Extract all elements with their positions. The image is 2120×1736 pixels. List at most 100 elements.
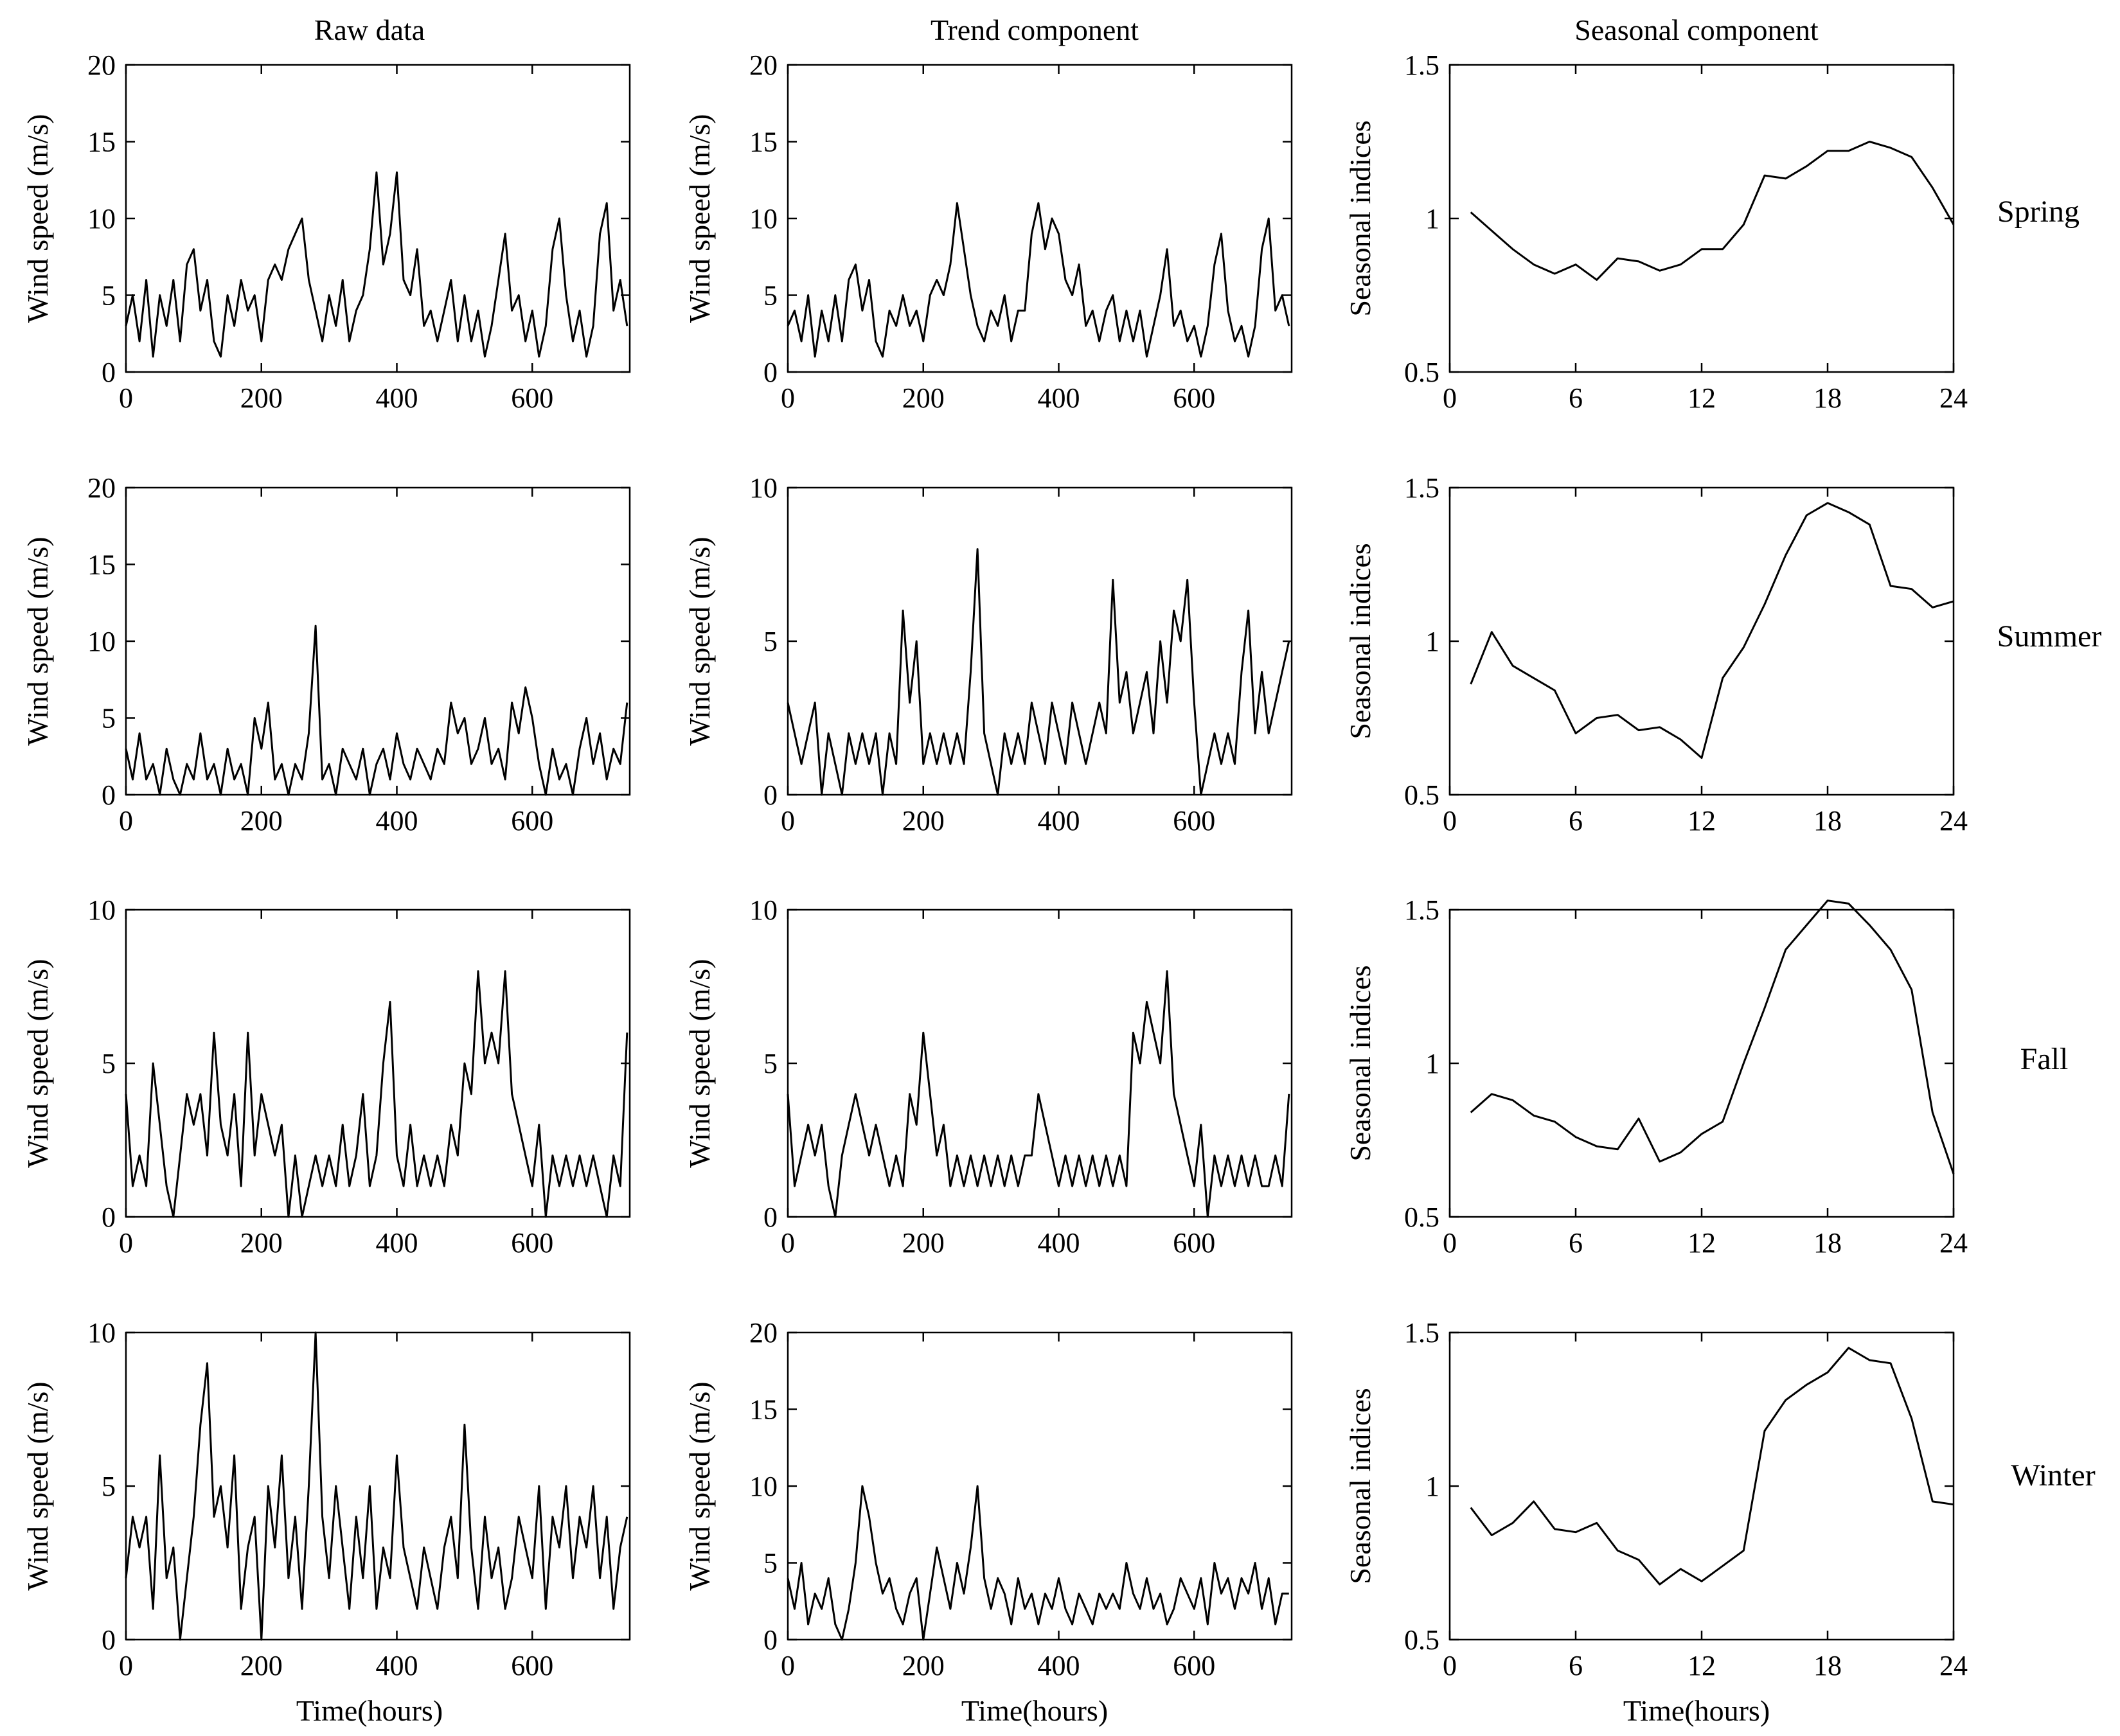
y-tick-label-summer-raw-3: 15 [87,549,116,581]
y-tick-label-winter-raw-0: 0 [102,1624,116,1656]
series-line-summer-raw [125,624,628,796]
y-tick-label-spring-raw-4: 20 [87,49,116,81]
x-tick-label-winter-seasonal-0: 0 [1443,1650,1457,1681]
y-tick-label-summer-seasonal-0: 0.5 [1404,779,1439,811]
y-tick-label-spring-seasonal-1: 1 [1425,203,1439,235]
x-tick-label-fall-seasonal-2: 12 [1688,1227,1716,1259]
x-tick-label-summer-seasonal-1: 6 [1569,805,1583,837]
x-tick-label-spring-raw-2: 400 [376,382,418,414]
series-line-fall-seasonal [1470,899,1955,1174]
x-tick-label-winter-trend-3: 600 [1173,1650,1215,1681]
y-axis-label-fall-seasonal: Seasonal indices [1344,965,1376,1161]
x-tick-label-fall-trend-1: 200 [902,1227,945,1259]
x-tick-label-winter-trend-0: 0 [781,1650,795,1681]
x-tick-label-spring-seasonal-1: 6 [1569,382,1583,414]
chart-winter-seasonal: 0 6 12 18 24 0.5 1 1.5 Seasonal indices [1344,1317,1968,1681]
x-tick-label-winter-raw-1: 200 [240,1650,283,1681]
x-tick-label-fall-trend-0: 0 [781,1227,795,1259]
x-tick-label-spring-trend-1: 200 [902,382,945,414]
season-label-winter: Winter [2011,1458,2095,1492]
chart-fall-seasonal: 0 6 12 18 24 0.5 1 1.5 Seasonal indices [1344,894,1968,1259]
y-tick-label-summer-raw-1: 5 [102,703,116,734]
y-tick-label-fall-raw-0: 0 [102,1201,116,1233]
chart-summer-trend: 0 200 400 600 0 5 10 Wind speed (m/s) [683,472,1293,837]
x-tick-label-summer-trend-2: 400 [1038,805,1080,837]
y-tick-label-spring-seasonal-0: 0.5 [1404,357,1439,388]
x-axis-label-trend: Time(hours) [961,1694,1108,1727]
axes-box-spring-raw [125,64,631,373]
y-tick-label-winter-raw-2: 10 [87,1317,116,1349]
series-line-summer-seasonal [1470,502,1954,759]
y-axis-label-winter-trend: Wind speed (m/s) [683,1381,716,1590]
y-tick-label-summer-raw-0: 0 [102,779,116,811]
y-tick-label-spring-seasonal-2: 1.5 [1404,49,1439,81]
series-line-winter-trend [787,1485,1289,1641]
x-tick-label-winter-raw-0: 0 [119,1650,133,1681]
y-tick-label-spring-raw-1: 5 [102,280,116,312]
y-axis-label-fall-raw: Wind speed (m/s) [21,959,54,1167]
y-tick-label-spring-trend-1: 5 [763,280,778,312]
x-axis-label-seasonal: Time(hours) [1623,1694,1770,1727]
y-axis-label-spring-trend: Wind speed (m/s) [683,114,716,323]
x-tick-label-spring-trend-0: 0 [781,382,795,414]
y-tick-label-summer-trend-1: 5 [763,626,778,657]
y-tick-label-winter-seasonal-2: 1.5 [1404,1317,1439,1349]
x-tick-label-fall-trend-2: 400 [1038,1227,1080,1259]
y-tick-label-fall-seasonal-2: 1.5 [1404,894,1439,926]
axes-box-fall-seasonal [1448,908,1955,1218]
x-axis-label-raw: Time(hours) [296,1694,443,1727]
y-tick-label-summer-seasonal-1: 1 [1425,626,1439,657]
x-tick-label-summer-trend-3: 600 [1173,805,1215,837]
y-tick-label-spring-raw-0: 0 [102,357,116,388]
y-tick-label-summer-trend-0: 0 [763,779,778,811]
season-label-summer: Summer [1997,619,2102,653]
series-line-spring-raw [125,171,628,358]
chart-spring-raw: 0 200 400 600 0 5 10 15 20 Wind speed (m/s) [21,49,631,414]
x-tick-label-spring-seasonal-3: 18 [1813,382,1842,414]
y-axis-label-summer-seasonal: Seasonal indices [1344,543,1376,739]
x-tick-label-fall-raw-3: 600 [511,1227,553,1259]
x-tick-label-fall-seasonal-4: 24 [1939,1227,1968,1259]
chart-summer-raw: 0 200 400 600 0 5 10 15 20 Wind speed (m/s) [21,472,631,837]
y-tick-label-winter-trend-2: 10 [749,1471,778,1502]
y-tick-label-fall-raw-1: 5 [102,1048,116,1079]
y-tick-label-winter-trend-3: 15 [749,1394,778,1426]
x-tick-label-summer-raw-3: 600 [511,805,553,837]
x-tick-label-winter-seasonal-3: 18 [1813,1650,1842,1681]
chart-winter-trend: 0 200 400 600 0 5 10 15 20 Wind speed (m/s) [683,1317,1293,1681]
x-tick-label-fall-raw-2: 400 [376,1227,418,1259]
y-tick-label-fall-trend-2: 10 [749,894,778,926]
y-axis-label-summer-raw: Wind speed (m/s) [21,536,54,745]
axes-box-fall-trend [787,908,1293,1218]
column-title-trend: Trend component [931,13,1139,46]
y-tick-label-winter-seasonal-1: 1 [1425,1471,1439,1502]
x-tick-label-spring-trend-2: 400 [1038,382,1080,414]
x-tick-label-fall-trend-3: 600 [1173,1227,1215,1259]
column-title-raw: Raw data [314,13,425,46]
y-tick-label-winter-trend-1: 5 [763,1548,778,1579]
x-tick-label-winter-raw-3: 600 [511,1650,553,1681]
axes-box-summer-raw [125,486,631,796]
series-line-winter-seasonal [1470,1347,1954,1586]
y-axis-label-summer-trend: Wind speed (m/s) [683,536,716,745]
series-line-spring-trend [787,202,1290,358]
y-tick-label-spring-trend-2: 10 [749,203,778,235]
x-tick-label-summer-trend-1: 200 [902,805,945,837]
x-tick-label-winter-trend-2: 400 [1038,1650,1080,1681]
x-tick-label-spring-raw-3: 600 [511,382,553,414]
y-tick-label-fall-seasonal-0: 0.5 [1404,1201,1439,1233]
y-axis-label-winter-raw: Wind speed (m/s) [21,1381,54,1590]
x-tick-label-spring-seasonal-0: 0 [1443,382,1457,414]
axes-box-summer-seasonal [1448,486,1955,796]
y-tick-label-winter-seasonal-0: 0.5 [1404,1624,1439,1656]
series-line-fall-raw [125,970,628,1218]
y-tick-label-spring-trend-0: 0 [763,357,778,388]
axes-box-winter-trend [787,1331,1293,1641]
y-tick-label-winter-trend-0: 0 [763,1624,778,1656]
x-tick-label-fall-seasonal-0: 0 [1443,1227,1457,1259]
y-tick-label-summer-raw-4: 20 [87,472,116,504]
x-tick-label-winter-seasonal-2: 12 [1688,1650,1716,1681]
season-label-spring: Spring [1997,195,2080,229]
